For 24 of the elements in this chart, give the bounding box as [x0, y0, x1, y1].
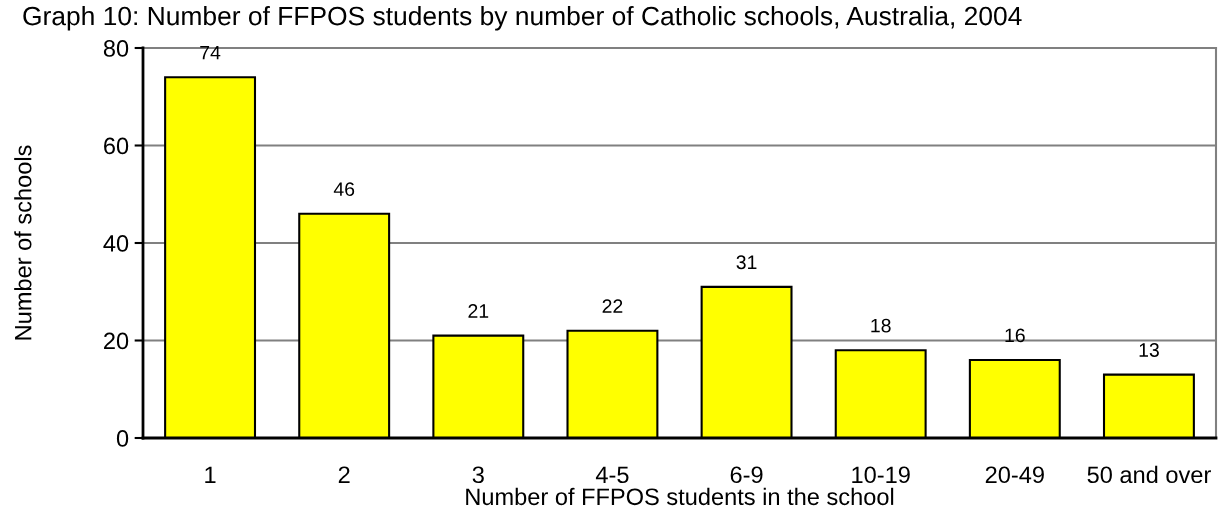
data-label: 74 [200, 45, 221, 60]
data-label: 16 [1005, 328, 1025, 343]
y-tick-label: 60 [104, 137, 129, 155]
y-tick-label: 0 [116, 430, 129, 447]
x-axis-title: Number of FFPOS students in the school [466, 487, 894, 506]
y-tick-label: 40 [103, 235, 129, 252]
data-label: 46 [333, 182, 355, 197]
x-tick-label: 6-9 [730, 466, 763, 484]
data-label: 13 [1139, 343, 1159, 357]
data-label: 21 [468, 304, 489, 318]
x-tick-label: 3 [472, 466, 484, 484]
x-tick-label: 10-19 [852, 466, 910, 484]
y-tick-label: 80 [103, 40, 129, 57]
y-tick-label: 20 [104, 332, 129, 350]
x-tick-label: 20-49 [985, 466, 1044, 484]
x-tick-label: 50 and over [1087, 465, 1211, 484]
x-tick-label: 4-5 [595, 466, 629, 484]
data-label: 22 [602, 299, 623, 313]
data-label: 31 [736, 255, 757, 270]
data-label: 18 [871, 318, 891, 333]
x-tick-label: 1 [205, 466, 216, 483]
chart-title: Graph 10: Number of FFPOS students by number of Catholic schools, Australia, 2004 [23, 6, 1022, 31]
y-axis-title: Number of schools [14, 145, 32, 340]
x-tick-label: 2 [338, 466, 350, 483]
